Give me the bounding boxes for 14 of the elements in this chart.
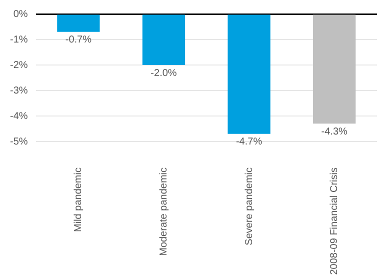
- x-tick-label: Severe pandemic: [244, 168, 255, 246]
- y-tick-label: 0%: [13, 8, 28, 20]
- x-tick-label: Mild pandemic: [73, 168, 84, 232]
- x-tick-label: Moderate pandemic: [158, 168, 170, 256]
- y-tick-label: -2%: [10, 60, 28, 71]
- data-label: -4.7%: [236, 136, 262, 148]
- x-tick-label: 2008-09 Financial Crisis: [329, 168, 340, 275]
- data-label: -0.7%: [65, 34, 92, 46]
- y-tick-label: -5%: [10, 136, 28, 148]
- y-tick-label: -4%: [10, 110, 28, 122]
- data-label: -4.3%: [321, 126, 348, 138]
- data-label: -2.0%: [150, 68, 177, 79]
- y-tick-label: -3%: [10, 85, 28, 96]
- y-tick-label: -1%: [10, 34, 28, 46]
